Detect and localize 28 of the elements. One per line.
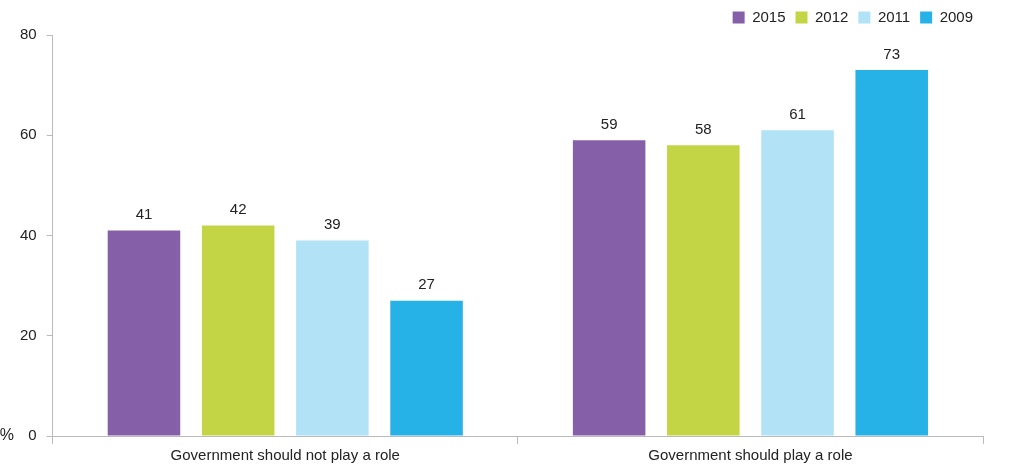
legend-label: 2009	[939, 7, 974, 25]
data-label: 61	[789, 104, 806, 122]
bar	[390, 300, 463, 436]
x-tick-label: Government should not play a role	[170, 446, 400, 464]
data-label: 41	[135, 205, 153, 223]
data-label: 27	[418, 275, 435, 293]
y-tick-label: 80	[20, 25, 37, 43]
y-tick-label: 60	[20, 125, 37, 143]
legend-label: 2012	[815, 7, 849, 25]
data-label: 58	[694, 119, 712, 137]
data-label: 73	[883, 44, 901, 62]
bar	[667, 145, 740, 436]
bar	[572, 140, 646, 436]
y-tick-label: 20	[20, 325, 37, 343]
data-label: 59	[600, 114, 618, 132]
data-label: 39	[324, 215, 341, 233]
data-label: 42	[229, 200, 247, 218]
bar	[107, 230, 181, 436]
bar	[201, 225, 275, 436]
bar	[761, 130, 834, 436]
x-tick-label: Government should play a role	[648, 446, 853, 464]
legend-label: 2011	[877, 7, 911, 25]
y-tick-label: 0	[28, 426, 37, 444]
legend-label: 2015	[752, 7, 786, 25]
y-tick-label: 40	[20, 225, 37, 243]
bar	[296, 240, 369, 436]
y-axis-title: %	[0, 426, 14, 444]
bar	[855, 70, 928, 436]
